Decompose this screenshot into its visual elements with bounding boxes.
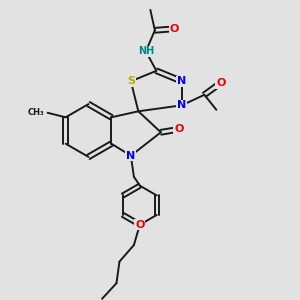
Text: NH: NH (138, 46, 154, 56)
Text: O: O (170, 24, 179, 34)
Text: O: O (216, 78, 226, 88)
Text: N: N (177, 76, 187, 86)
Text: S: S (127, 76, 135, 86)
Text: N: N (126, 151, 136, 161)
Text: O: O (135, 220, 145, 230)
Text: N: N (177, 100, 187, 110)
Text: CH₃: CH₃ (28, 108, 45, 117)
Text: O: O (174, 124, 184, 134)
